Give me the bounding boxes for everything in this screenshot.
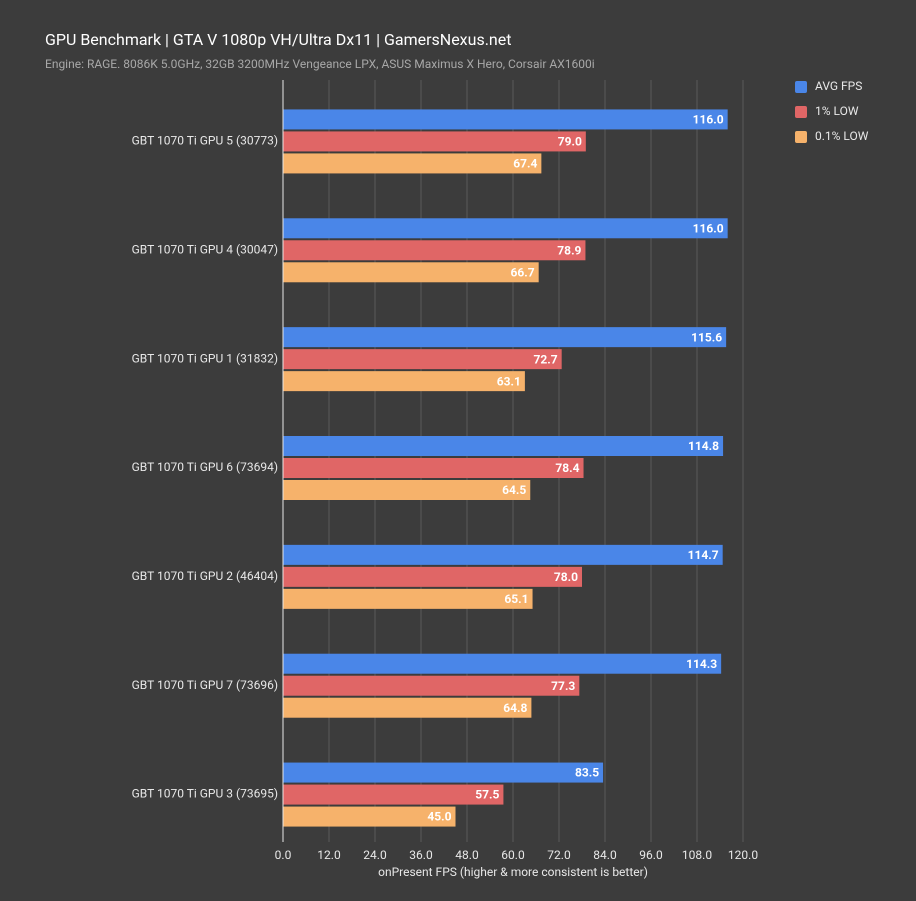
value-label: 66.7 xyxy=(511,265,535,279)
value-label: 63.1 xyxy=(497,374,521,388)
legend-label: 1% LOW xyxy=(815,104,859,118)
x-tick-label: 48.0 xyxy=(455,848,479,862)
bar xyxy=(283,436,724,456)
bar xyxy=(283,262,539,283)
value-label: 116.0 xyxy=(693,113,724,127)
x-axis-label: onPresent FPS (higher & more consistent … xyxy=(378,865,648,879)
x-tick-label: 36.0 xyxy=(409,848,433,862)
value-label: 114.3 xyxy=(686,657,717,671)
y-tick-label: GBT 1070 Ti GPU 5 (30773) xyxy=(132,134,278,148)
value-label: 115.6 xyxy=(691,330,722,344)
x-tick-label: 72.0 xyxy=(547,848,571,862)
legend-label: AVG FPS xyxy=(815,79,862,93)
chart-subtitle: Engine: RAGE. 8086K 5.0GHz, 32GB 3200MHz… xyxy=(45,57,595,71)
bar xyxy=(283,675,580,696)
value-label: 77.3 xyxy=(551,679,575,693)
x-tick-label: 24.0 xyxy=(363,848,387,862)
bar xyxy=(283,653,722,674)
bar xyxy=(283,784,504,805)
bar xyxy=(283,806,456,827)
legend-label: 0.1% LOW xyxy=(815,129,869,143)
legend-swatch xyxy=(795,131,807,143)
value-label: 78.0 xyxy=(554,570,578,584)
y-tick-label: GBT 1070 Ti GPU 4 (30047) xyxy=(132,242,278,256)
bar xyxy=(283,588,533,609)
y-tick-label: GBT 1070 Ti GPU 2 (46404) xyxy=(132,569,278,583)
value-label: 64.5 xyxy=(502,483,526,497)
y-tick-label: GBT 1070 Ti GPU 6 (73694) xyxy=(132,460,278,474)
x-tick-label: 0.0 xyxy=(275,848,292,862)
value-label: 78.4 xyxy=(555,461,579,475)
bar xyxy=(283,109,728,130)
bar xyxy=(283,371,525,392)
y-tick-label: GBT 1070 Ti GPU 7 (73696) xyxy=(132,678,278,692)
x-tick-label: 84.0 xyxy=(593,848,617,862)
bar xyxy=(283,327,727,348)
bar xyxy=(283,566,582,587)
bar xyxy=(283,131,586,152)
bar xyxy=(283,153,542,174)
bar xyxy=(283,218,728,239)
x-tick-label: 96.0 xyxy=(639,848,663,862)
legend-swatch xyxy=(795,106,807,118)
y-tick-label: GBT 1070 Ti GPU 1 (31832) xyxy=(132,351,278,365)
bar xyxy=(283,544,723,565)
value-label: 64.8 xyxy=(503,701,527,715)
x-tick-label: 108.0 xyxy=(682,848,712,862)
value-label: 114.8 xyxy=(688,439,719,453)
value-label: 79.0 xyxy=(558,135,582,149)
bar xyxy=(283,240,586,261)
value-label: 45.0 xyxy=(427,810,451,824)
value-label: 72.7 xyxy=(534,352,558,366)
value-label: 65.1 xyxy=(504,592,528,606)
value-label: 114.7 xyxy=(688,548,719,562)
value-label: 57.5 xyxy=(475,788,499,802)
value-label: 78.9 xyxy=(557,243,581,257)
bar xyxy=(283,349,562,370)
bar xyxy=(283,458,584,478)
value-label: 67.4 xyxy=(513,157,537,171)
legend-swatch xyxy=(795,81,807,93)
y-tick-label: GBT 1070 Ti GPU 3 (73695) xyxy=(132,787,278,801)
bar xyxy=(283,480,531,500)
x-tick-label: 12.0 xyxy=(317,848,341,862)
x-tick-label: 120.0 xyxy=(728,848,758,862)
chart-title: GPU Benchmark | GTA V 1080p VH/Ultra Dx1… xyxy=(45,30,511,49)
bar xyxy=(283,697,532,718)
x-tick-label: 60.0 xyxy=(501,848,525,862)
bar xyxy=(283,762,604,783)
value-label: 83.5 xyxy=(575,766,599,780)
value-label: 116.0 xyxy=(693,221,724,235)
